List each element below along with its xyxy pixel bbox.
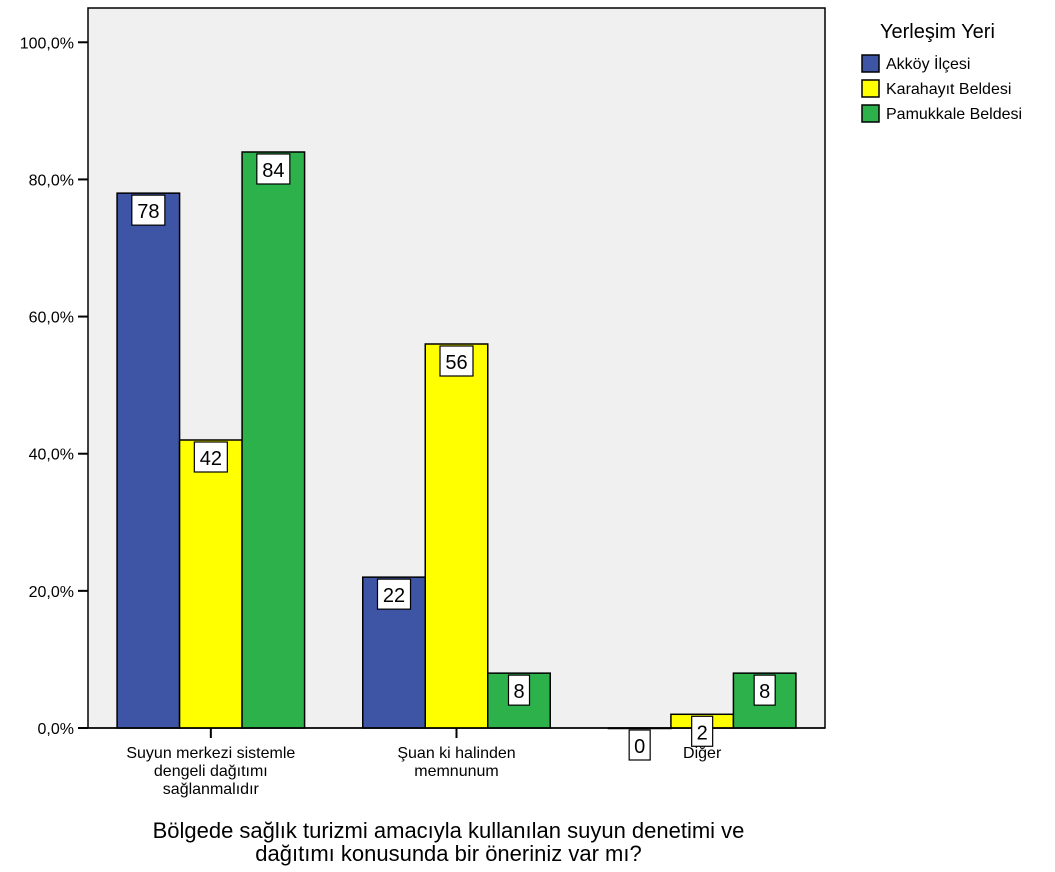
y-tick-label: 0,0% (38, 721, 74, 738)
x-tick-label: Şuan ki halinden (397, 745, 515, 762)
legend-label: Pamukkale Beldesi (886, 106, 1022, 123)
data-label: 84 (256, 153, 291, 185)
legend-swatch (861, 79, 880, 98)
data-label: 8 (507, 674, 531, 706)
data-label-box (691, 715, 714, 747)
y-tick-label: 80,0% (29, 172, 74, 189)
data-label-text: 8 (513, 681, 524, 703)
data-label-box (131, 194, 166, 226)
bar (178, 439, 243, 729)
x-tick-label: sağlanmalıdır (163, 781, 260, 798)
y-tick-label: 40,0% (29, 447, 74, 464)
data-label: 2 (691, 715, 714, 747)
data-label-text: 0 (634, 736, 645, 758)
bar (116, 192, 181, 729)
x-axis-title: Bölgede sağlık turizmi amacıyla kullanıl… (153, 818, 745, 843)
legend: Yerleşim Yeri Akköy İlçesi Karahayıt Belde… (861, 21, 1022, 123)
legend-swatch (861, 104, 880, 123)
legend-label: Akköy İlçesi (886, 54, 970, 73)
data-label: 22 (376, 578, 412, 610)
y-tick-label: 20,0% (29, 584, 74, 601)
x-axis-title: dağıtımı konusunda bir öneriniz var mı? (255, 841, 641, 866)
x-tick-label: Diğer (683, 745, 722, 762)
bar (424, 343, 489, 729)
x-tick-label: Suyun merkezi sistemle (126, 745, 295, 762)
x-tick-label: dengeli dağıtımı (154, 763, 268, 780)
data-label: 78 (131, 194, 166, 226)
data-label-box (628, 729, 651, 761)
bar (241, 151, 306, 729)
data-labels-group: 78 42 84 22 56 8 0 2 8 (131, 153, 776, 761)
data-label: 8 (753, 674, 776, 706)
data-label-box (507, 674, 531, 706)
data-label: 56 (439, 345, 474, 377)
y-tick-label: 100,0% (20, 35, 74, 52)
y-axis: 0,0% 20,0% 40,0% 60,0% 80,0% 100,0% (20, 35, 88, 738)
bars-group (116, 151, 797, 730)
x-tick-label: memnunum (414, 763, 498, 780)
data-label-text: 2 (697, 722, 708, 744)
data-label-text: 78 (137, 201, 159, 223)
data-label: 42 (193, 441, 228, 473)
data-label: 0 (628, 729, 651, 761)
data-label-box (193, 441, 228, 473)
legend-label: Karahayıt Beldesi (886, 81, 1011, 98)
legend-title: Yerleşim Yeri (880, 21, 995, 43)
data-label-box (439, 345, 474, 377)
data-label-text: 22 (383, 585, 405, 607)
data-label-text: 42 (200, 448, 222, 470)
data-label-box (376, 578, 412, 610)
data-label-text: 84 (262, 160, 284, 182)
data-label-box (753, 674, 776, 706)
data-label-text: 56 (445, 352, 467, 374)
y-tick-label: 60,0% (29, 310, 74, 327)
data-label-text: 8 (759, 681, 770, 703)
legend-swatch (861, 54, 880, 73)
data-label-box (256, 153, 291, 185)
